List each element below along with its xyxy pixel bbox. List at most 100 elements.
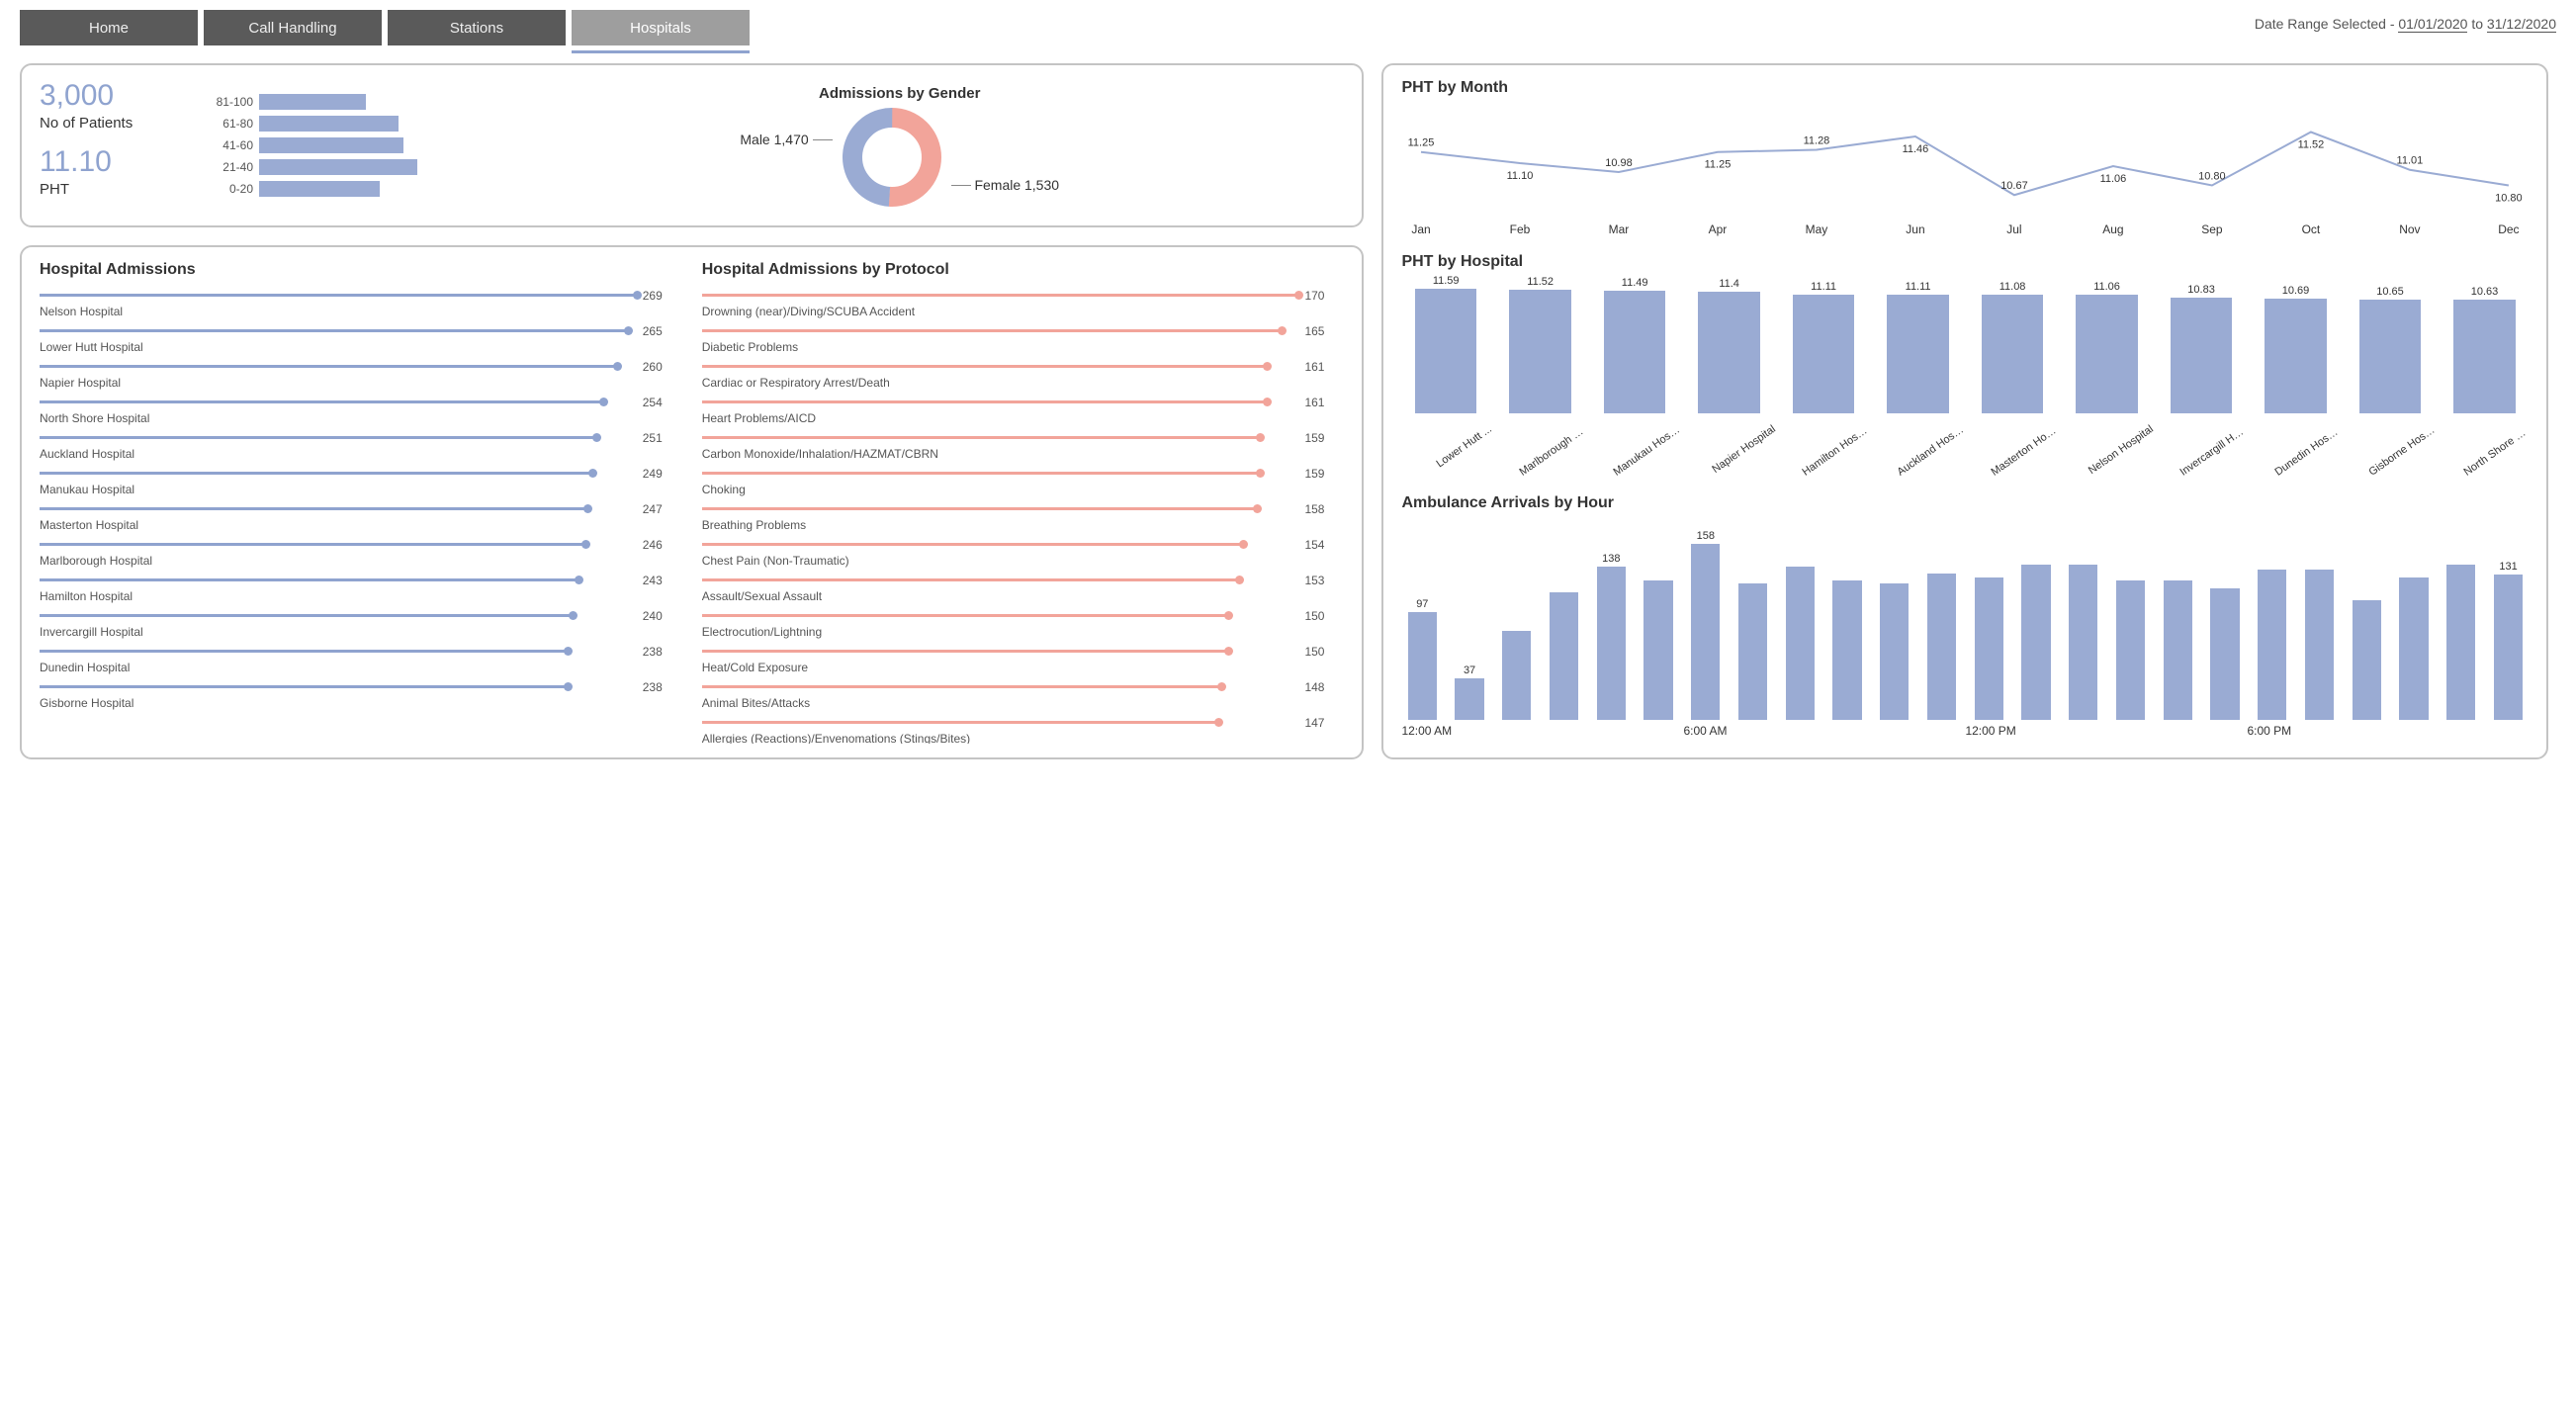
age-bar-label: 81-100 bbox=[208, 95, 259, 109]
age-bar bbox=[259, 94, 366, 110]
donut-male-label: Male 1,470 bbox=[740, 132, 832, 147]
list-item: 251Auckland Hospital bbox=[40, 431, 674, 461]
bar-label: Auckland Hospital bbox=[1895, 423, 1966, 479]
nav-tabs: HomeCall HandlingStationsHospitals bbox=[20, 10, 750, 45]
list-item-value: 260 bbox=[643, 360, 674, 374]
list-item-label: Dunedin Hospital bbox=[40, 661, 674, 674]
list-item: 269Nelson Hospital bbox=[40, 289, 674, 318]
bar bbox=[1496, 629, 1538, 720]
list-item-label: Auckland Hospital bbox=[40, 447, 674, 461]
kpi-pht-value: 11.10 bbox=[40, 145, 178, 179]
age-bar-label: 61-80 bbox=[208, 117, 259, 131]
tab-hospitals[interactable]: Hospitals bbox=[572, 10, 750, 45]
svg-text:May: May bbox=[1806, 222, 1828, 236]
svg-text:Sep: Sep bbox=[2202, 222, 2224, 236]
pht-by-month-chart: 11.25Jan11.10Feb10.98Mar11.25Apr11.28May… bbox=[1401, 107, 2529, 235]
list-item-value: 159 bbox=[1304, 467, 1336, 481]
list-item: 260 Napier Hospital bbox=[40, 360, 674, 390]
hour-tick-label: 12:00 AM bbox=[1401, 724, 1452, 738]
list-item-value: 238 bbox=[643, 680, 674, 694]
tab-stations[interactable]: Stations bbox=[388, 10, 566, 45]
protocol-admissions-list[interactable]: 170Drowning (near)/Diving/SCUBA Accident… bbox=[702, 289, 1345, 744]
bar bbox=[1921, 572, 1963, 721]
list-item-label: Choking bbox=[702, 483, 1337, 496]
pht-by-hospital-chart: 11.59Lower Hutt ...11.52Marlborough Hosp… bbox=[1401, 281, 2529, 429]
bar-label: Masterton Hospital bbox=[1990, 423, 2061, 479]
donut-title: Admissions by Gender bbox=[455, 85, 1344, 102]
age-bar-row: 41-60 bbox=[208, 134, 425, 156]
list-item: 249Manukau Hospital bbox=[40, 467, 674, 496]
bar-label: Invercargill Hospital bbox=[2178, 423, 2250, 479]
list-item-value: 154 bbox=[1304, 538, 1336, 552]
svg-text:11.01: 11.01 bbox=[2397, 155, 2424, 167]
list-item: 161Heart Problems/AICD bbox=[702, 396, 1337, 425]
hour-tick-label: 6:00 PM bbox=[2247, 724, 2291, 738]
list-item: 165Diabetic Problems bbox=[702, 324, 1337, 354]
list-item-label: Masterton Hospital bbox=[40, 518, 674, 532]
tab-call-handling[interactable]: Call Handling bbox=[204, 10, 382, 45]
svg-text:Oct: Oct bbox=[2302, 222, 2321, 236]
list-item-value: 165 bbox=[1304, 324, 1336, 338]
bar-label: Nelson Hospital bbox=[2084, 423, 2155, 479]
bar bbox=[1544, 590, 1585, 720]
hour-tick-label: 12:00 PM bbox=[1965, 724, 2015, 738]
list-item-value: 238 bbox=[643, 645, 674, 659]
list-item-label: Gisborne Hospital bbox=[40, 696, 674, 710]
age-bar-label: 0-20 bbox=[208, 182, 259, 196]
list-item: 170Drowning (near)/Diving/SCUBA Accident bbox=[702, 289, 1337, 318]
list-item-value: 153 bbox=[1304, 574, 1336, 587]
list-item-value: 148 bbox=[1304, 680, 1336, 694]
list-item: 238 Dunedin Hospital bbox=[40, 645, 674, 674]
age-bar-label: 41-60 bbox=[208, 138, 259, 152]
list-item-value: 240 bbox=[643, 609, 674, 623]
list-item: 147Allergies (Reactions)/Envenomations (… bbox=[702, 716, 1337, 744]
bar: 10.65Gisborne Hospital bbox=[2346, 286, 2434, 429]
list-item-label: Drowning (near)/Diving/SCUBA Accident bbox=[702, 305, 1337, 318]
list-item: 238 Gisborne Hospital bbox=[40, 680, 674, 710]
list-item: 153Assault/Sexual Assault bbox=[702, 574, 1337, 603]
bar: 11.06Nelson Hospital bbox=[2063, 281, 2151, 429]
bar: 11.4Napier Hospital bbox=[1685, 278, 1773, 430]
age-bar-label: 21-40 bbox=[208, 160, 259, 174]
svg-text:11.28: 11.28 bbox=[1804, 135, 1830, 147]
list-item-label: Breathing Problems bbox=[702, 518, 1337, 532]
list-item-label: Heat/Cold Exposure bbox=[702, 661, 1337, 674]
bar bbox=[2204, 586, 2246, 720]
date-range-label: Date Range Selected - 01/01/2020 to 31/1… bbox=[2255, 10, 2556, 32]
kpi-pht-label: PHT bbox=[40, 181, 178, 198]
list-item-label: Lower Hutt Hospital bbox=[40, 340, 674, 354]
age-bar bbox=[259, 137, 403, 153]
bar bbox=[2063, 563, 2104, 721]
svg-text:10.98: 10.98 bbox=[1606, 157, 1634, 169]
arrivals-by-hour-chart: 9737138158131 bbox=[1401, 522, 2529, 720]
bar bbox=[1638, 578, 1679, 720]
kpi-patients-label: No of Patients bbox=[40, 115, 178, 132]
age-bar-row: 21-40 bbox=[208, 156, 425, 178]
list-item-value: 161 bbox=[1304, 396, 1336, 409]
list-item-value: 161 bbox=[1304, 360, 1336, 374]
list-item: 240 Invercargill Hospital bbox=[40, 609, 674, 639]
right-charts-panel: PHT by Month 11.25Jan11.10Feb10.98Mar11.… bbox=[1381, 63, 2548, 759]
bar-label: Dunedin Hospital bbox=[2272, 423, 2344, 479]
list-item-value: 247 bbox=[643, 502, 674, 516]
list-item-label: Chest Pain (Non-Traumatic) bbox=[702, 554, 1337, 568]
svg-text:Jun: Jun bbox=[1907, 222, 1925, 236]
list-item: 254North Shore Hospital bbox=[40, 396, 674, 425]
list-item-label: Marlborough Hospital bbox=[40, 554, 674, 568]
age-bar bbox=[259, 181, 380, 197]
list-item-label: Napier Hospital bbox=[40, 376, 674, 390]
list-item-label: Invercargill Hospital bbox=[40, 625, 674, 639]
bar-label: Gisborne Hospital bbox=[2366, 423, 2438, 479]
list-item-value: 158 bbox=[1304, 502, 1336, 516]
svg-text:Jul: Jul bbox=[2007, 222, 2022, 236]
svg-text:Nov: Nov bbox=[2400, 222, 2421, 236]
list-item-label: Manukau Hospital bbox=[40, 483, 674, 496]
bar bbox=[2441, 563, 2482, 721]
bar bbox=[1732, 581, 1774, 720]
svg-text:Jan: Jan bbox=[1412, 222, 1431, 236]
list-item-label: Nelson Hospital bbox=[40, 305, 674, 318]
tab-home[interactable]: Home bbox=[20, 10, 198, 45]
bar bbox=[1826, 578, 1868, 720]
pht-hospital-title: PHT by Hospital bbox=[1401, 253, 2529, 271]
list-item-label: Electrocution/Lightning bbox=[702, 625, 1337, 639]
